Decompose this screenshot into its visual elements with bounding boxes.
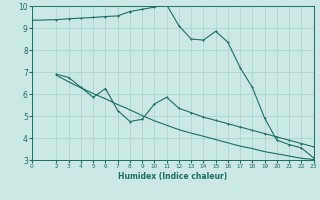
X-axis label: Humidex (Indice chaleur): Humidex (Indice chaleur) <box>118 172 228 181</box>
